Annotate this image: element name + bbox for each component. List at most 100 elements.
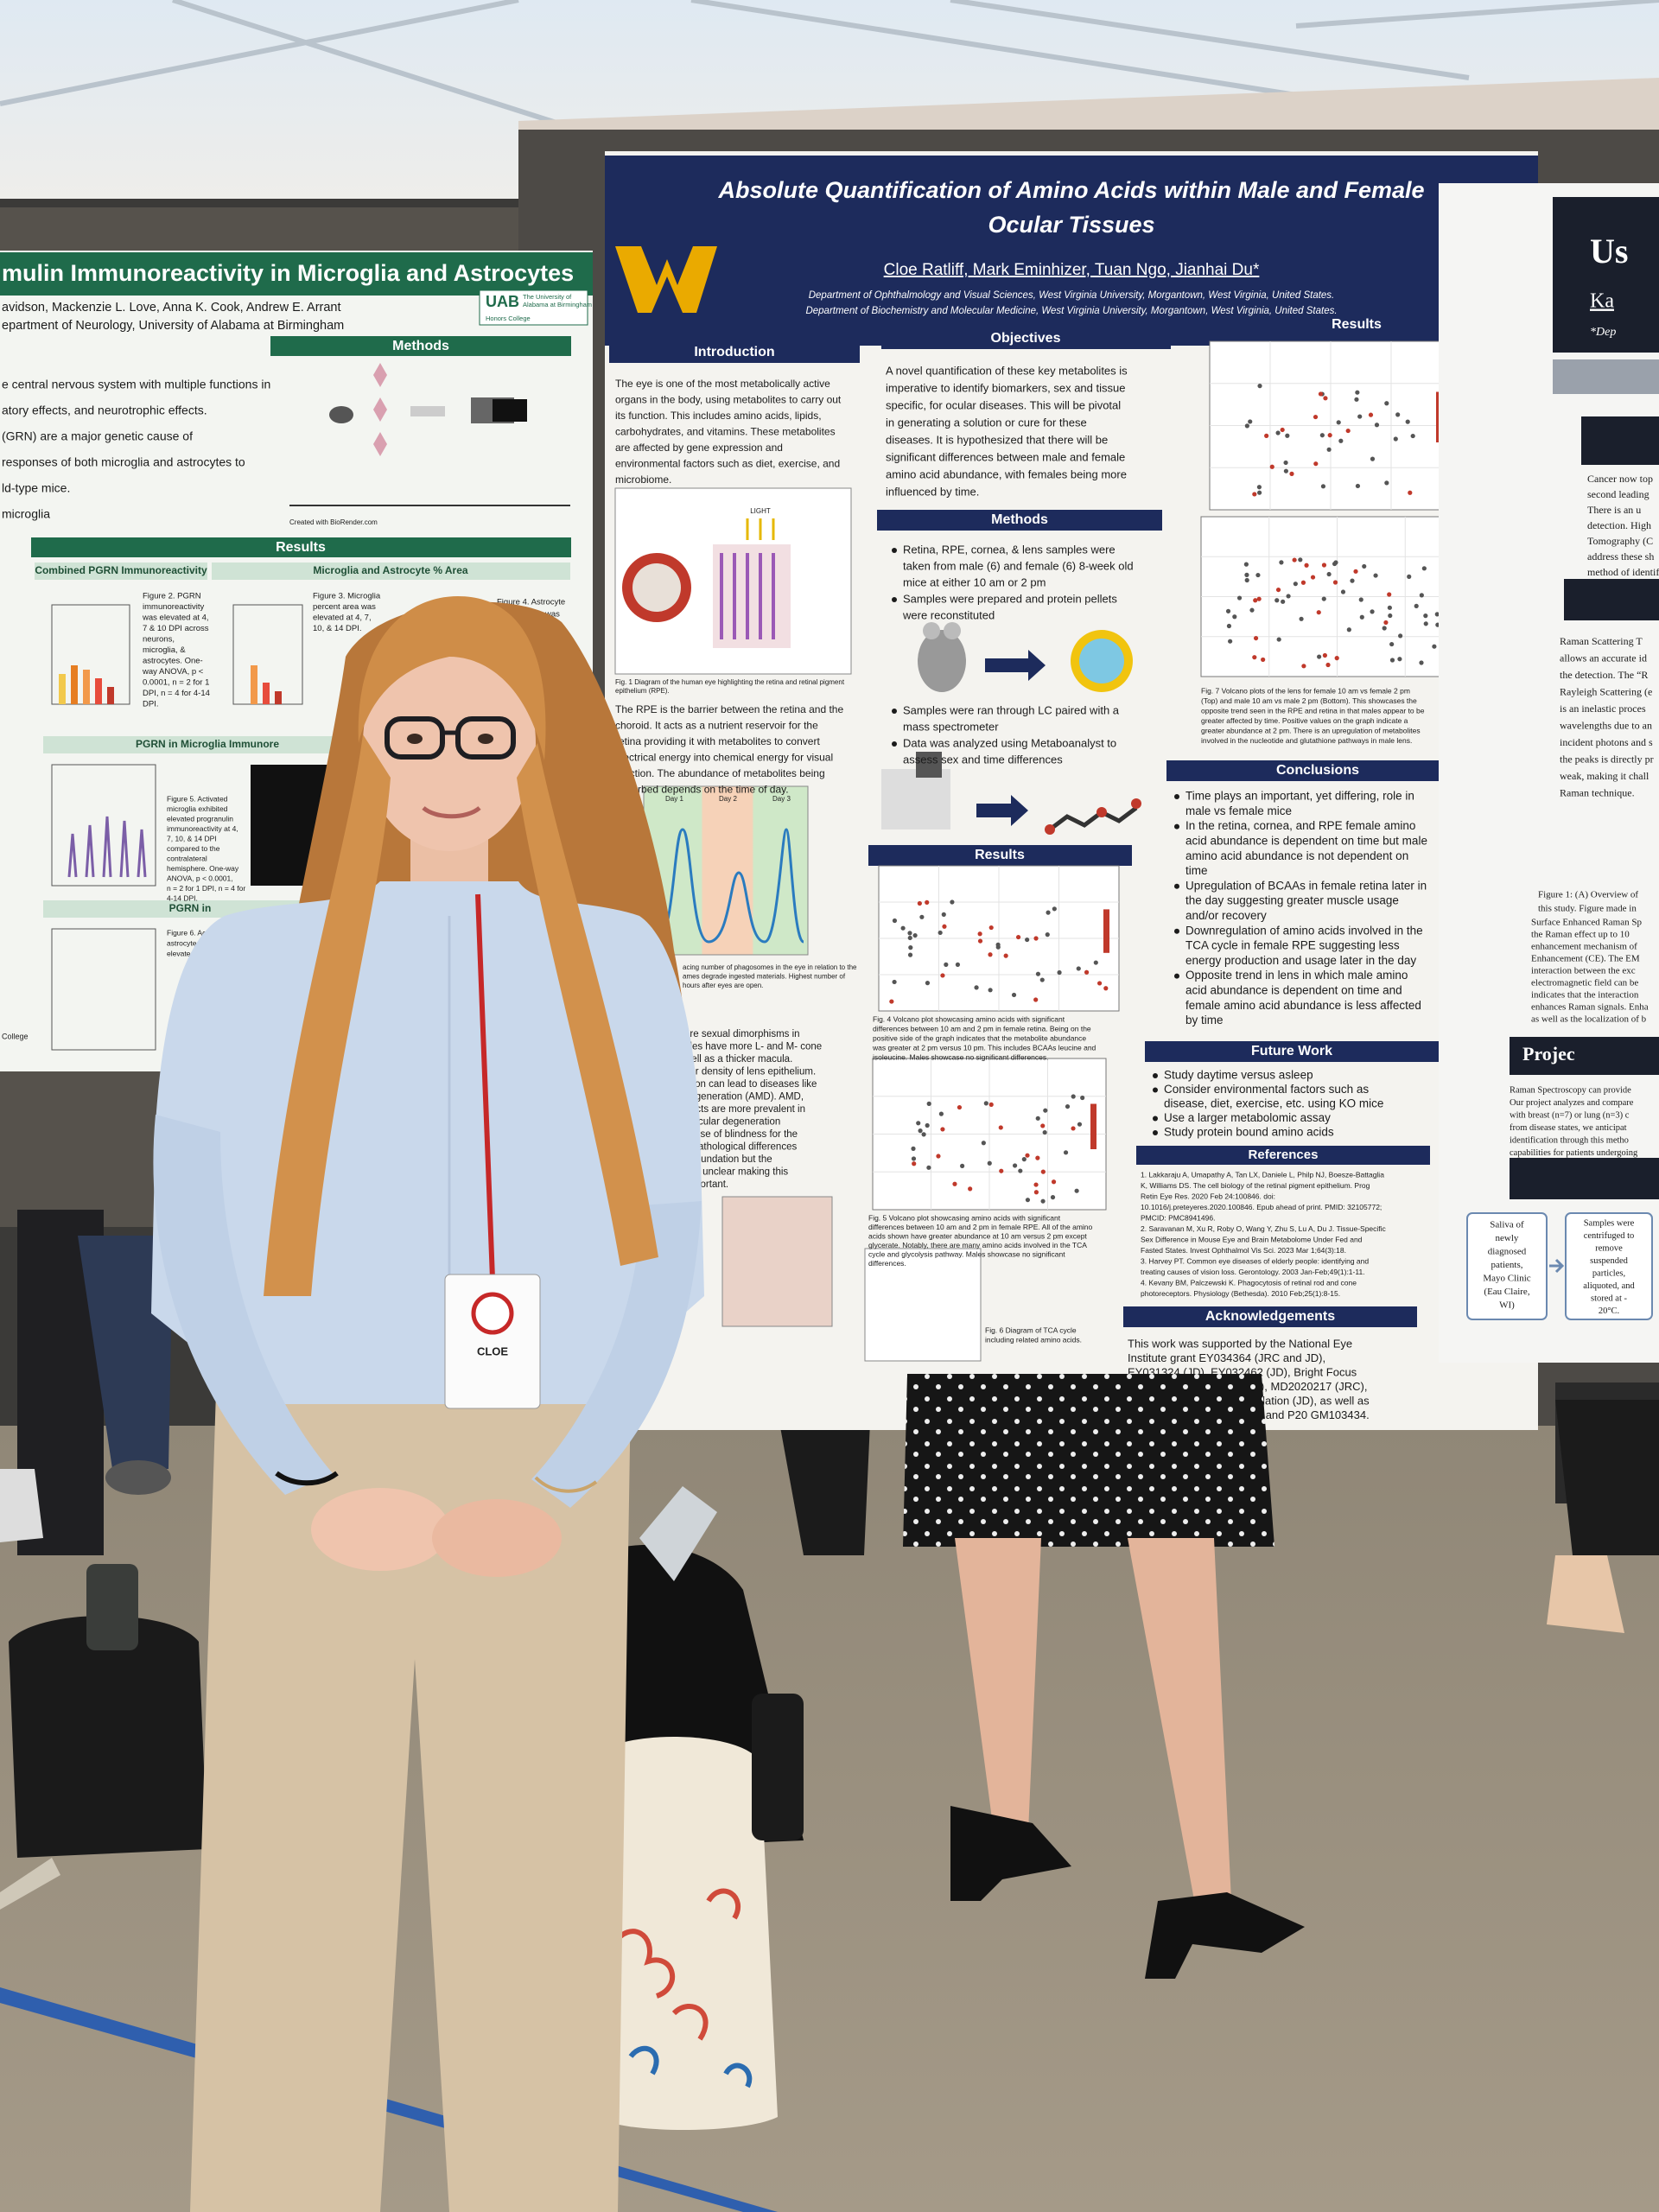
plot-point [1074,1188,1079,1193]
plot-point [1318,391,1324,397]
poster-text: second leading [1587,488,1649,500]
plot-point [1226,623,1232,629]
plot-point [1093,960,1098,965]
poster-text: energy production and usage later in the… [1185,954,1416,967]
backpack-strap [0,1858,60,1910]
poster-text: address these sh [1587,550,1654,563]
poster-text: 7, 10, & 14 DPI [167,834,217,842]
poster-text: well as a thicker macula. [683,1054,792,1065]
plot-point [1025,1153,1030,1158]
plot-point [988,925,994,931]
plot-point [942,924,947,929]
plot-point [955,962,961,967]
plot-point [983,1101,988,1106]
plot-point [1374,423,1380,428]
heading: Methods [392,339,449,353]
flow-box [1466,1212,1548,1320]
poster-text: and/or recovery [1185,909,1267,922]
plot-point [1319,433,1325,438]
plot-point [1326,571,1332,577]
bullet [1153,1073,1158,1078]
plot-point [1285,433,1290,438]
poster-text: microglia exhibited [167,804,228,813]
poster-text: Consider environmental factors such as [1164,1083,1369,1096]
plot-point [1387,592,1392,597]
plot-point [1334,656,1339,661]
poster-text: as well as the localization of b [1531,1014,1647,1025]
poster-text: Enhancement (CE). The EM [1531,954,1640,964]
plot-point [1423,613,1428,619]
bullet [1174,823,1179,830]
poster-text: weak, making it chall [1560,770,1649,782]
poster-text: Figure 1: (A) Overview of [1538,890,1638,900]
plot-point [1071,1126,1076,1131]
tca-figure [864,1248,982,1362]
poster-text: Department of Biochemistry and Molecular… [805,306,1337,316]
left-subheading-bar [43,736,337,753]
poster-text: elevated at 4, 7, [313,613,372,623]
plot-point [912,932,918,938]
poster-text: treating causes of vision loss. Gerontol… [1141,1268,1365,1276]
poster-text: (Eau Claire, [1484,1287,1529,1297]
poster-text: greater affected by time. Positive value… [1201,716,1408,725]
poster-text: carbohydrates, and vitamins. These metab… [615,426,836,438]
subheading: PGRN in Microglia Immunore [136,738,279,750]
poster-text: are sexual dimorphisms in [684,1029,800,1039]
plot-point [1046,910,1051,915]
background-person-legs [78,1236,173,1469]
plot-point [1015,934,1021,940]
poster-text: glycerate. Notably, there are many amino… [868,1241,1087,1249]
timeline-figure [289,363,570,506]
poster-text: choroid. It acts as a nutrient reservoir… [615,720,818,732]
poster-text: Figure 3. Microglia [313,592,381,601]
plot-point [1373,573,1378,578]
poster-text: Sex Difference in Mouse Eye and Brain Me… [1141,1235,1363,1243]
poster-text: The eye is one of the most metabolically… [615,378,830,390]
plot-point [1275,430,1281,435]
plot-point [911,1156,917,1161]
plot-point [1322,652,1327,658]
poster-text: Fig. 6 Diagram of TCA cycle [985,1325,1077,1334]
plot-point [1327,433,1332,438]
poster-text: immunoreactivity [143,602,205,612]
eye-figure [614,487,852,675]
poster-text: Raman technique. [1560,786,1635,798]
poster-text: patients, [1491,1260,1523,1270]
heading-bar [881,328,1171,349]
uab-logo [479,289,588,326]
poster-text: particles, [1592,1268,1625,1278]
plot-point [1275,587,1281,593]
heading: Results [1332,317,1382,332]
plot-point [1276,637,1281,642]
plot-point [1035,1155,1040,1160]
foreground [0,1374,1305,2130]
leg [955,1538,1041,1832]
plot-point [940,973,945,978]
plot-point [1043,1108,1048,1113]
poster-text: the day suggesting greater muscle usage [1185,894,1399,907]
plot-point [1280,427,1285,433]
plot-point [1298,557,1303,563]
poster-text: PMCID: PMC8941496. [1141,1213,1215,1222]
plot-point [1011,992,1017,998]
plot-point [1252,655,1257,660]
heading: Conclusions [1276,763,1359,778]
hand [432,1499,562,1577]
plot-point [1368,412,1374,417]
plot-point [1256,596,1262,601]
plot-point [1293,582,1298,587]
plot-point [974,985,979,990]
poster-text: diagnosed [1488,1247,1527,1257]
poster-text: influenced by time. [886,485,979,498]
poster-text: Retin Eye Res. 2020 Feb 24:100846. doi: [1141,1192,1275,1200]
plot-point [1419,660,1424,665]
poster-text: was greater at 2 pm versus 10 pm. This i… [872,1043,1096,1052]
plot-point [1359,614,1364,620]
plot-point [900,925,906,931]
poster-text: acing number of phagosomes in the eye in… [683,963,857,971]
poster-text: Alabama at Birmingham [523,301,592,308]
plot-point [1336,420,1341,425]
plot-point [1313,461,1319,467]
glasses [385,716,445,760]
hair-strand [517,743,658,1266]
